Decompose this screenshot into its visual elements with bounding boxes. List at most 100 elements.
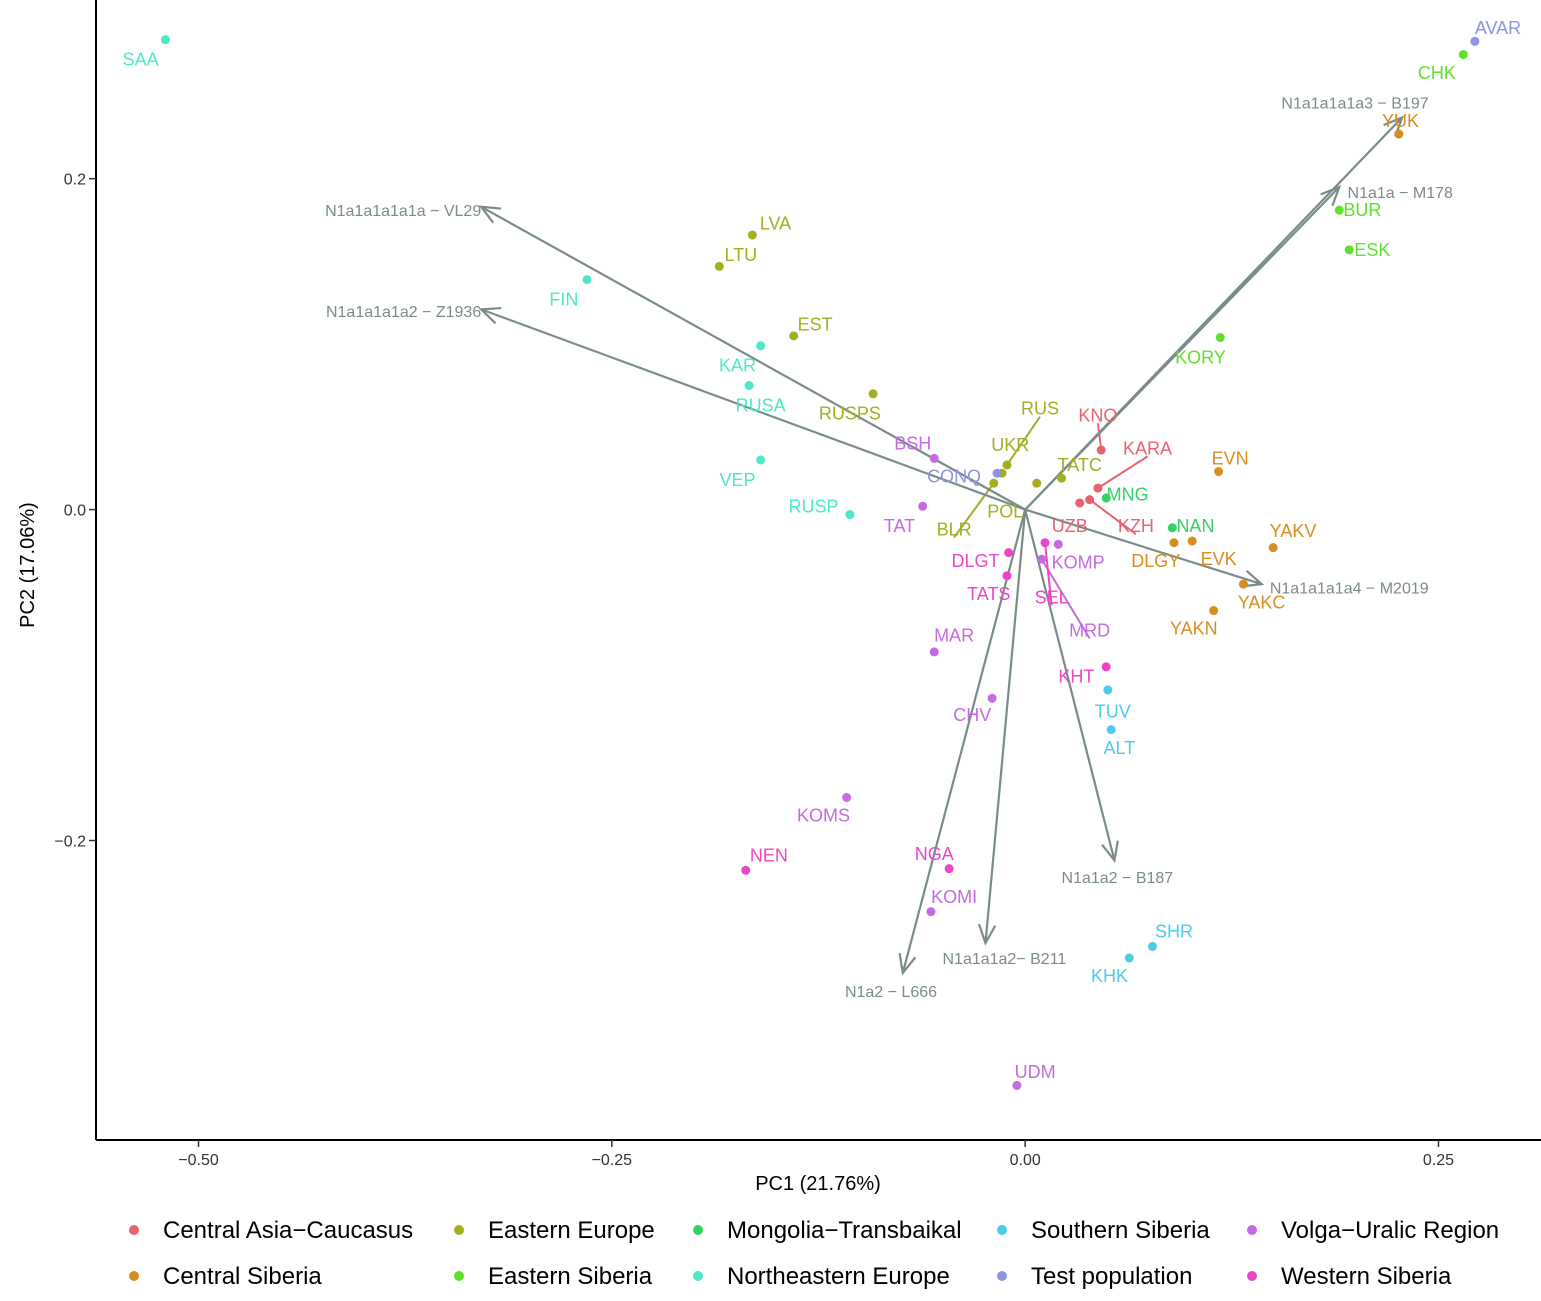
- point-label: ALT: [1104, 738, 1136, 758]
- point-label: YUK: [1382, 111, 1419, 131]
- label-leader-line: [1089, 498, 1137, 535]
- data-point: [845, 510, 855, 520]
- point-label: UDM: [1015, 1062, 1056, 1082]
- data-point: [1053, 539, 1063, 549]
- data-point: [926, 907, 936, 917]
- data-point: [929, 453, 939, 463]
- point-label: TATS: [967, 584, 1010, 604]
- legend-item: Southern Siberia: [997, 1217, 1210, 1244]
- point-label: LTU: [724, 245, 757, 265]
- y-tick-label: 0.0: [64, 503, 86, 520]
- point-label: YAKC: [1238, 592, 1286, 612]
- point-label: SEL: [1035, 587, 1069, 607]
- loading-arrowhead: [478, 306, 502, 325]
- data-point: [1169, 538, 1179, 548]
- legend-item: Test population: [997, 1263, 1192, 1290]
- loading-arrowhead: [898, 952, 917, 976]
- legend-item: Northeastern Europe: [693, 1263, 950, 1290]
- y-axis-title: PC2 (17.06%): [17, 502, 39, 628]
- label-leader-line: [1044, 542, 1053, 606]
- loading-arrow: [984, 509, 1027, 944]
- point-label: TUV: [1095, 701, 1131, 721]
- point-label: TAT: [884, 516, 915, 536]
- legend-item: Volga−Uralic Region: [1247, 1217, 1499, 1244]
- data-point: [789, 331, 799, 341]
- data-point: [1470, 36, 1480, 46]
- loading-label: N1a1a1a1a3 − B197: [1281, 96, 1428, 113]
- x-tick-label: 0.00: [1010, 1152, 1041, 1169]
- y-tick-label: −0.2: [54, 834, 86, 851]
- loading-arrow: [1024, 509, 1116, 861]
- data-point: [747, 230, 757, 240]
- legend-item: Mongolia−Transbaikal: [693, 1217, 962, 1244]
- data-point: [1344, 245, 1354, 255]
- loading-arrowhead: [977, 923, 997, 946]
- legend-item: Eastern Europe: [454, 1217, 655, 1244]
- data-point: [992, 468, 1002, 478]
- point-label: NGA: [915, 844, 954, 864]
- data-point: [1096, 445, 1106, 455]
- legend-item: Central Siberia: [129, 1263, 322, 1290]
- x-tick-label: 0.25: [1423, 1152, 1454, 1169]
- legend-label: Central Asia−Caucasus: [163, 1217, 413, 1244]
- x-tick-label: −0.25: [592, 1152, 633, 1169]
- point-label: YAKN: [1170, 619, 1218, 639]
- loading-label: N1a1a2 − B187: [1062, 870, 1174, 887]
- legend-swatch: [454, 1271, 464, 1281]
- loading-label: N1a2 − L666: [845, 984, 937, 1001]
- data-point: [1215, 333, 1225, 343]
- point-label: KZH: [1118, 516, 1154, 536]
- data-point: [1268, 543, 1278, 553]
- point-label: KORY: [1175, 347, 1226, 367]
- data-point: [1167, 523, 1177, 533]
- point-label: AVAR: [1475, 18, 1521, 38]
- data-point: [842, 793, 852, 803]
- point-label: RUSP: [789, 496, 839, 516]
- data-point: [1002, 460, 1012, 470]
- data-point: [918, 501, 928, 511]
- point-label: RUSPS: [819, 404, 881, 424]
- data-point: [756, 341, 766, 351]
- data-point: [868, 389, 878, 399]
- data-point: [1458, 50, 1468, 60]
- data-point: [582, 275, 592, 285]
- data-point: [1057, 473, 1067, 483]
- legend-label: Southern Siberia: [1031, 1217, 1210, 1244]
- data-point: [1075, 498, 1085, 508]
- loading-label: N1a1a1a1a1a − VL29: [325, 203, 481, 220]
- point-label: BUR: [1343, 200, 1381, 220]
- point-label: MRD: [1069, 620, 1110, 640]
- legend-item: Western Siberia: [1247, 1263, 1452, 1290]
- legend-label: Test population: [1031, 1263, 1192, 1290]
- data-point: [929, 647, 939, 657]
- data-point: [714, 261, 724, 271]
- legend-swatch: [693, 1225, 703, 1235]
- loading-label: N1a1a1a1a4 − M2019: [1270, 580, 1429, 597]
- data-point: [1004, 548, 1014, 558]
- point-label: LVA: [760, 213, 791, 233]
- point-label: BLR: [937, 519, 972, 539]
- legend-swatch: [1247, 1225, 1257, 1235]
- point-label: CONQ: [927, 467, 981, 487]
- loading-arrow: [1024, 508, 1262, 586]
- legend-label: Volga−Uralic Region: [1281, 1217, 1499, 1244]
- point-label: KOMI: [931, 887, 977, 907]
- point-label: BSH: [894, 433, 931, 453]
- legend-swatch: [129, 1225, 139, 1235]
- point-label: KARA: [1123, 438, 1172, 458]
- x-ticks: −0.50 −0.25 0.00 0.25: [178, 1140, 1454, 1169]
- label-leader-line: [1040, 558, 1091, 639]
- point-label: SAA: [123, 50, 159, 70]
- point-label: SHR: [1155, 922, 1193, 942]
- legend-swatch: [454, 1225, 464, 1235]
- legend-swatch: [997, 1271, 1007, 1281]
- legend-label: Eastern Europe: [488, 1217, 655, 1244]
- data-point: [744, 381, 754, 391]
- point-label: DLGY: [1131, 551, 1180, 571]
- x-tick-label: −0.50: [178, 1152, 219, 1169]
- loading-arrowhead: [478, 205, 502, 224]
- legend-item: Eastern Siberia: [454, 1263, 653, 1290]
- loading-label: N1a1a1a1a2 − Z1936: [326, 304, 481, 321]
- point-label: MNG: [1107, 485, 1149, 505]
